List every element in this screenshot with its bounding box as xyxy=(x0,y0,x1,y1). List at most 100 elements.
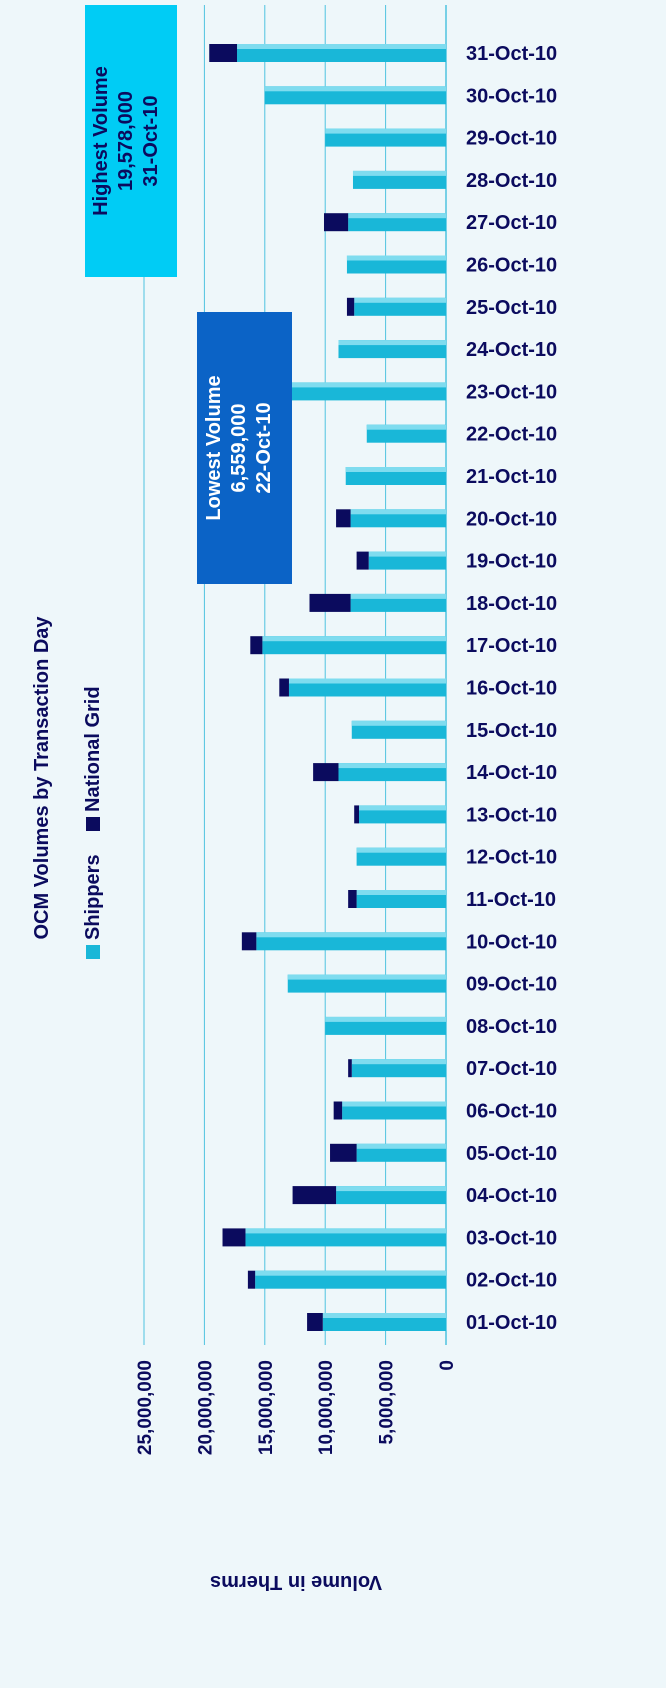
legend: Shippers National Grid xyxy=(82,686,104,959)
y-tick-label: 0 xyxy=(437,1360,458,1371)
bar-shippers-highlight-28-Oct-10 xyxy=(352,170,446,176)
bar-national-grid-13-Oct-10 xyxy=(354,805,360,824)
category-label: 26-Oct-10 xyxy=(466,255,557,277)
y-tick-label: 5,000,000 xyxy=(377,1360,398,1445)
bar-shippers-highlight-12-Oct-10 xyxy=(356,847,446,853)
y-axis-title: Volume in Therms xyxy=(210,1571,382,1593)
bar-shippers-highlight-05-Oct-10 xyxy=(356,1143,446,1149)
bar-national-grid-18-Oct-10 xyxy=(309,593,351,612)
category-label: 24-Oct-10 xyxy=(466,339,557,361)
y-tick-label: 15,000,000 xyxy=(256,1360,277,1455)
bar-shippers-highlight-24-Oct-10 xyxy=(338,340,446,346)
category-label: 06-Oct-10 xyxy=(466,1101,557,1123)
bar-national-grid-14-Oct-10 xyxy=(313,763,339,782)
category-label: 09-Oct-10 xyxy=(466,974,557,996)
bar-shippers-highlight-21-Oct-10 xyxy=(345,467,446,472)
bar-shippers-highlight-02-Oct-10 xyxy=(255,1270,446,1276)
annotation-lowest-box xyxy=(197,312,292,584)
bar-shippers-highlight-01-Oct-10 xyxy=(322,1313,446,1318)
bar-shippers-highlight-09-Oct-10 xyxy=(287,974,446,980)
bar-national-grid-19-Oct-10 xyxy=(356,551,369,570)
bar-shippers-highlight-18-Oct-10 xyxy=(350,593,446,599)
bar-shippers-highlight-26-Oct-10 xyxy=(346,255,446,261)
bar-national-grid-05-Oct-10 xyxy=(330,1143,357,1162)
category-label: 07-Oct-10 xyxy=(466,1058,557,1080)
annotation-lowest-line-2: 6,559,000 xyxy=(228,404,250,493)
category-label: 04-Oct-10 xyxy=(466,1185,557,1207)
y-tick-label: 25,000,000 xyxy=(135,1360,156,1455)
bar-shippers-highlight-03-Oct-10 xyxy=(245,1228,446,1234)
category-label: 31-Oct-10 xyxy=(466,43,557,65)
category-label: 29-Oct-10 xyxy=(466,128,557,150)
annotation-lowest: Lowest Volume 6,559,000 22-Oct-10 xyxy=(197,312,292,584)
category-label: 11-Oct-10 xyxy=(466,889,556,911)
category-label: 25-Oct-10 xyxy=(466,297,557,319)
bar-shippers-highlight-06-Oct-10 xyxy=(342,1101,446,1107)
category-label: 27-Oct-10 xyxy=(466,212,557,234)
bar-shippers-highlight-29-Oct-10 xyxy=(325,128,446,134)
bar-shippers-highlight-10-Oct-10 xyxy=(256,932,446,938)
category-label: 19-Oct-10 xyxy=(466,551,557,573)
bar-shippers-highlight-31-Oct-10 xyxy=(237,44,446,49)
category-label: 17-Oct-10 xyxy=(466,635,557,657)
category-label: 14-Oct-10 xyxy=(466,762,557,784)
annotation-highest-line-2: 19,578,000 xyxy=(115,91,137,191)
category-label: 10-Oct-10 xyxy=(466,931,557,953)
category-label: 12-Oct-10 xyxy=(466,847,557,869)
category-label: 15-Oct-10 xyxy=(466,720,557,742)
category-label: 28-Oct-10 xyxy=(466,170,557,192)
bar-shippers-highlight-27-Oct-10 xyxy=(348,213,446,219)
bar-shippers-highlight-23-Oct-10 xyxy=(290,382,446,388)
bar-national-grid-04-Oct-10 xyxy=(292,1186,337,1205)
y-tick-label: 20,000,000 xyxy=(195,1360,216,1455)
legend-swatch-national-grid xyxy=(86,817,100,831)
chart-title: OCM Volumes by Transaction Day xyxy=(31,616,53,940)
bar-shippers-highlight-17-Oct-10 xyxy=(262,636,446,642)
annotation-highest: Highest Volume 19,578,000 31-Oct-10 xyxy=(85,5,177,277)
bar-shippers-highlight-30-Oct-10 xyxy=(264,86,446,92)
legend-label-shippers: Shippers xyxy=(82,854,104,940)
category-label: 13-Oct-10 xyxy=(466,804,557,826)
bar-shippers-highlight-04-Oct-10 xyxy=(336,1186,446,1192)
category-label: 02-Oct-10 xyxy=(466,1270,557,1292)
category-label: 01-Oct-10 xyxy=(466,1312,557,1334)
category-label: 30-Oct-10 xyxy=(466,85,557,107)
bar-national-grid-27-Oct-10 xyxy=(323,213,349,232)
bar-national-grid-01-Oct-10 xyxy=(307,1313,323,1331)
bar-national-grid-20-Oct-10 xyxy=(336,509,351,528)
bar-shippers-highlight-07-Oct-10 xyxy=(351,1059,446,1065)
bar-shippers-highlight-14-Oct-10 xyxy=(338,763,446,769)
category-label: 20-Oct-10 xyxy=(466,508,557,530)
bar-national-grid-10-Oct-10 xyxy=(241,932,257,951)
bar-shippers-highlight-15-Oct-10 xyxy=(351,720,446,726)
category-label: 08-Oct-10 xyxy=(466,1016,557,1038)
bar-shippers-highlight-16-Oct-10 xyxy=(288,678,446,684)
bar-shippers-highlight-20-Oct-10 xyxy=(350,509,446,515)
bar-national-grid-11-Oct-10 xyxy=(348,890,357,908)
category-label: 21-Oct-10 xyxy=(466,466,557,488)
category-label: 23-Oct-10 xyxy=(466,381,557,403)
bar-shippers-highlight-19-Oct-10 xyxy=(368,551,446,557)
annotation-highest-line-3: 31-Oct-10 xyxy=(140,95,162,186)
bar-national-grid-17-Oct-10 xyxy=(250,636,263,655)
y-tick-label: 10,000,000 xyxy=(316,1360,337,1455)
bar-shippers-highlight-08-Oct-10 xyxy=(325,1016,446,1022)
bars xyxy=(209,44,446,1331)
category-label: 03-Oct-10 xyxy=(466,1227,557,1249)
bar-national-grid-07-Oct-10 xyxy=(348,1059,352,1078)
category-label: 16-Oct-10 xyxy=(466,678,557,700)
bar-shippers-highlight-22-Oct-10 xyxy=(366,424,446,430)
category-label: 18-Oct-10 xyxy=(466,593,557,615)
category-label: 05-Oct-10 xyxy=(466,1143,557,1165)
bar-national-grid-03-Oct-10 xyxy=(222,1228,246,1247)
bar-national-grid-31-Oct-10 xyxy=(209,44,238,62)
annotation-highest-line-1: Highest Volume xyxy=(90,66,112,216)
bar-national-grid-25-Oct-10 xyxy=(346,297,355,316)
bar-shippers-highlight-25-Oct-10 xyxy=(354,297,446,303)
bar-national-grid-06-Oct-10 xyxy=(333,1101,343,1120)
bar-shippers-highlight-11-Oct-10 xyxy=(356,890,446,895)
bar-shippers-highlight-13-Oct-10 xyxy=(359,805,446,811)
